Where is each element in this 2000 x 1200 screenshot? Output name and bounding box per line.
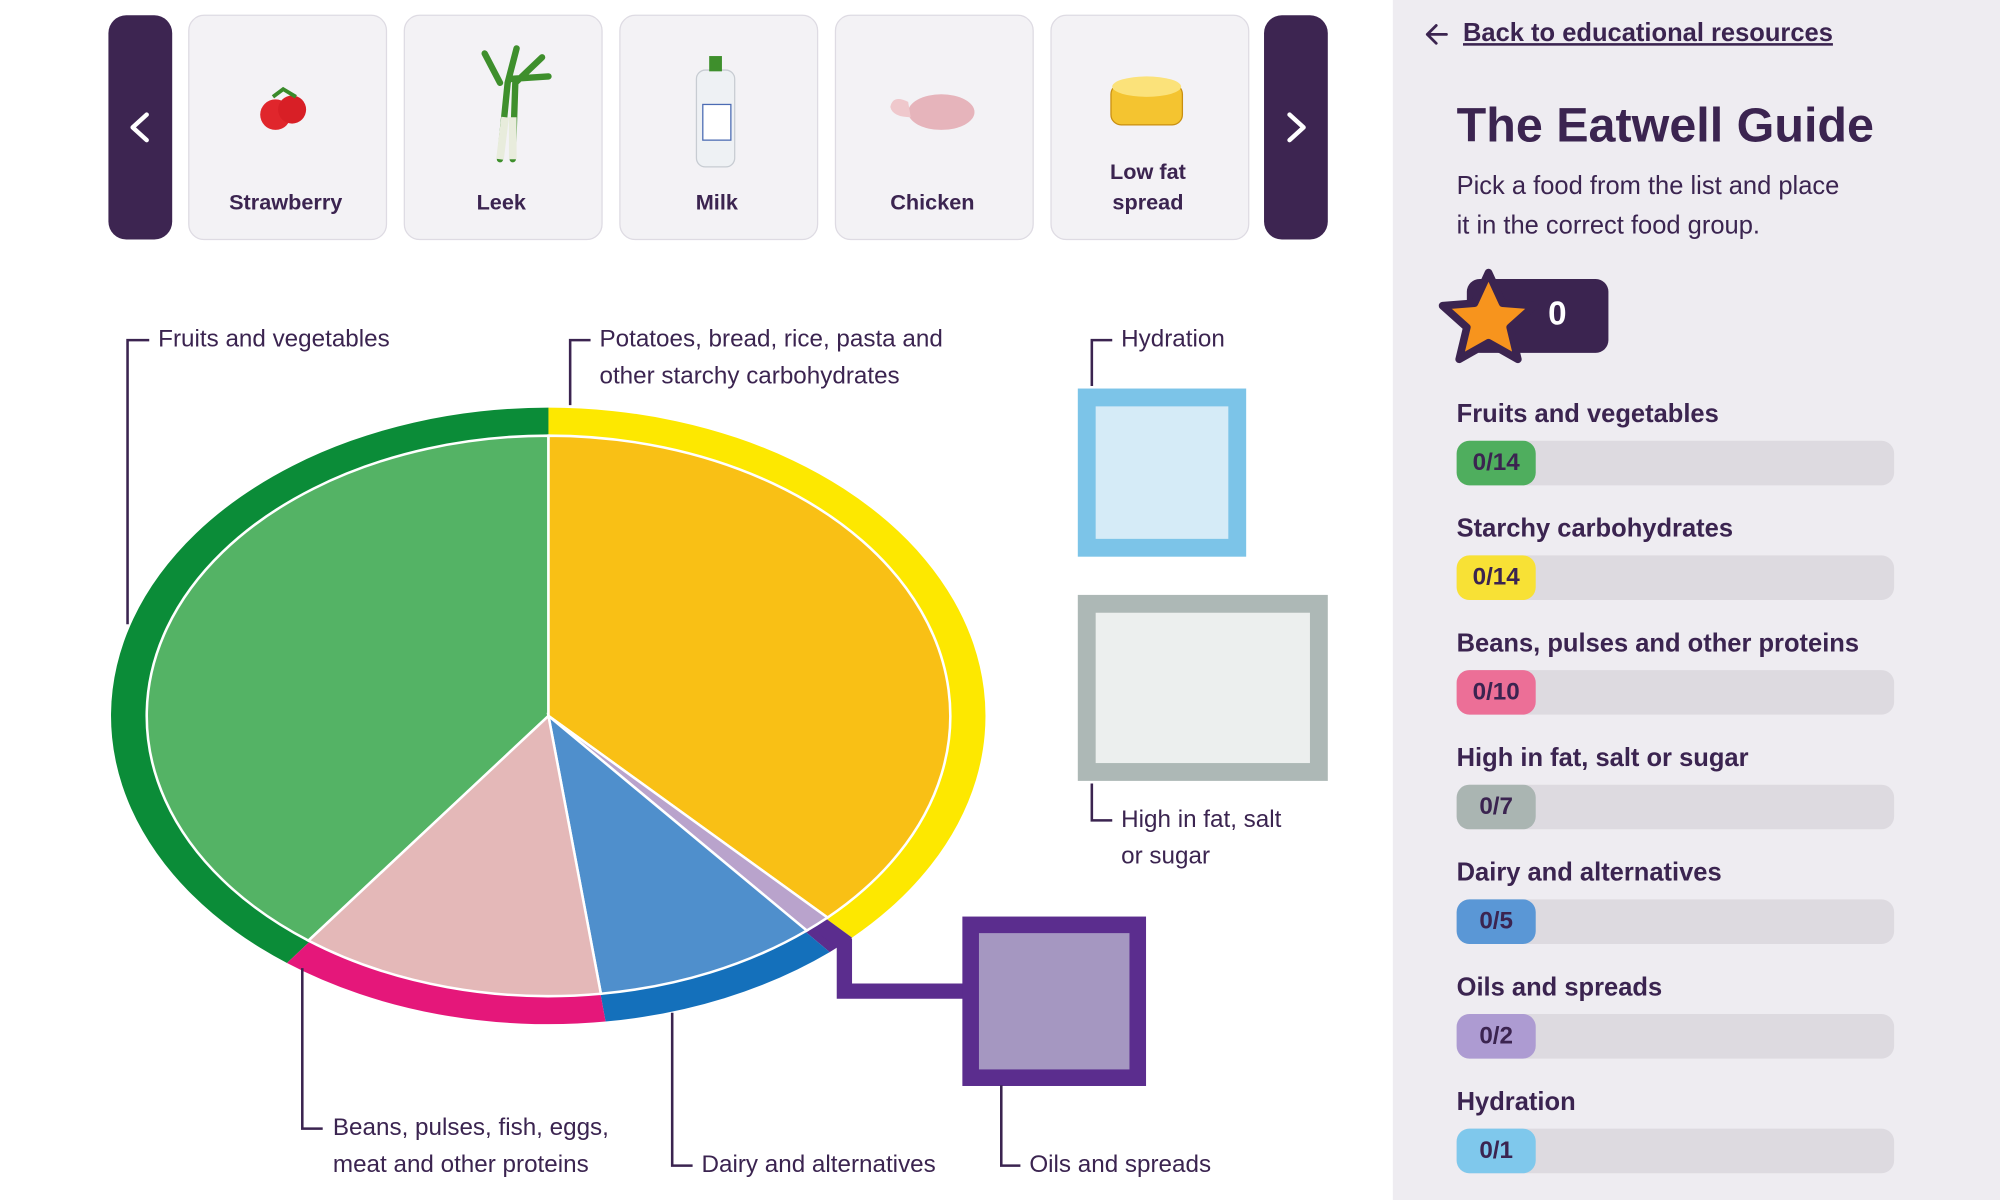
description: it in the correct food group. <box>1457 211 1760 239</box>
group-label: Dairy and alternatives <box>702 1151 936 1178</box>
progress-track <box>1456 784 1895 830</box>
group-name: High in fat, salt or sugar <box>1457 744 1749 772</box>
back-link-text[interactable]: Back to educational resources <box>1463 19 1833 47</box>
leader-line <box>1090 338 1113 386</box>
hfss-box[interactable] <box>1077 594 1328 781</box>
progress-badge <box>1456 1014 1536 1059</box>
group-label: other starchy carbohydrates <box>599 362 899 389</box>
prev-button[interactable] <box>108 15 173 240</box>
leader-line <box>1000 1085 1021 1167</box>
prev-button-bg[interactable] <box>108 15 173 240</box>
group-label: Beans, pulses, fish, eggs, <box>333 1114 609 1141</box>
icon <box>908 94 975 130</box>
starchy-segment[interactable] <box>547 434 952 920</box>
progress-count: 0/1 <box>1479 1137 1513 1164</box>
back-arrow[interactable] <box>1425 24 1448 45</box>
dairy-segment[interactable] <box>546 712 809 996</box>
progress-count: 0/2 <box>1479 1022 1513 1049</box>
leader-line <box>1090 783 1113 822</box>
food-card[interactable]: Low fat spread <box>1050 14 1250 241</box>
progress-count: 0/14 <box>1473 564 1521 591</box>
leader-line <box>126 338 150 625</box>
food-name[interactable]: spread <box>1112 190 1183 215</box>
progress-track <box>1456 1128 1895 1174</box>
group-name: Beans, pulses and other proteins <box>1457 629 1859 657</box>
progress-track <box>1456 670 1895 715</box>
food-carousel: Strawberry Leek Milk Chicken Low fat spread <box>188 14 1250 241</box>
progress-badge <box>1456 784 1536 830</box>
progress-badge <box>1456 555 1536 600</box>
description: Pick a food from the list and place <box>1457 172 1840 200</box>
progress-count: 0/5 <box>1479 908 1513 935</box>
group-label: or sugar <box>1121 843 1210 870</box>
back-link[interactable]: Back to educational resources <box>1425 19 1833 47</box>
prev-arrow[interactable] <box>130 112 149 143</box>
food-card-bg[interactable] <box>188 14 388 241</box>
food-name[interactable]: Strawberry <box>229 190 342 215</box>
leader-line <box>670 1012 693 1167</box>
page-title: The Eatwell Guide <box>1457 98 1874 152</box>
progress-badge <box>1456 899 1536 944</box>
progress-badge <box>1456 1128 1536 1174</box>
food-card[interactable]: Milk <box>619 14 819 241</box>
progress-track <box>1456 1014 1895 1059</box>
leader-line <box>301 968 323 1130</box>
group-label: meat and other proteins <box>333 1151 589 1178</box>
progress-badge <box>1456 440 1536 486</box>
food-card-bg[interactable] <box>1050 14 1250 241</box>
leader-line <box>568 338 591 406</box>
progress-count: 0/14 <box>1473 449 1521 476</box>
next-button-bg[interactable] <box>1264 15 1328 240</box>
group-label: High in fat, salt <box>1121 806 1281 833</box>
oils-connector <box>818 921 964 999</box>
group-name: Fruits and vegetables <box>1457 400 1719 428</box>
group-label: Fruits and vegetables <box>158 326 390 353</box>
progress-list: Fruits and vegetables 0/14 Starchy carbohy… <box>1456 400 1895 1174</box>
food-name[interactable]: Chicken <box>890 190 974 215</box>
icon <box>702 103 732 141</box>
food-name[interactable]: Milk <box>696 190 739 215</box>
icon <box>890 99 911 118</box>
progress-track <box>1456 440 1895 486</box>
oils-box[interactable] <box>962 916 1147 1086</box>
icon <box>271 86 297 99</box>
icon <box>496 116 517 160</box>
progress-count: 0/7 <box>1479 793 1513 820</box>
group-label: Potatoes, bread, rice, pasta and <box>599 326 942 353</box>
group-labels: Fruits and vegetables Potatoes, bread, ri… <box>158 326 1281 1178</box>
hydration-box[interactable] <box>1077 388 1247 557</box>
progress-track <box>1456 899 1895 944</box>
eatwell-plate <box>111 407 986 1025</box>
fruits-veg-segment[interactable] <box>145 434 550 943</box>
food-name[interactable]: Leek <box>477 190 527 215</box>
score-value: 0 <box>1548 296 1566 333</box>
progress-badge <box>1456 670 1536 715</box>
food-card[interactable]: Strawberry <box>188 14 388 241</box>
group-label: Oils and spreads <box>1029 1151 1211 1178</box>
progress-track <box>1456 555 1895 600</box>
icon <box>709 56 722 72</box>
group-name: Hydration <box>1457 1088 1576 1116</box>
icon <box>278 95 307 124</box>
group-name: Starchy carbohydrates <box>1457 515 1733 543</box>
group-name: Oils and spreads <box>1457 973 1663 1001</box>
group-label: Hydration <box>1121 326 1225 353</box>
icon <box>1112 76 1182 97</box>
group-name: Dairy and alternatives <box>1457 859 1722 887</box>
score-star <box>1438 268 1539 364</box>
food-name[interactable]: Low fat <box>1110 159 1186 184</box>
progress-count: 0/10 <box>1473 678 1520 705</box>
next-arrow[interactable] <box>1287 112 1306 143</box>
food-card[interactable]: Leek <box>403 14 603 241</box>
proteins-segment[interactable] <box>306 713 603 998</box>
food-card[interactable]: Chicken <box>834 14 1034 241</box>
next-button[interactable] <box>1264 15 1328 240</box>
